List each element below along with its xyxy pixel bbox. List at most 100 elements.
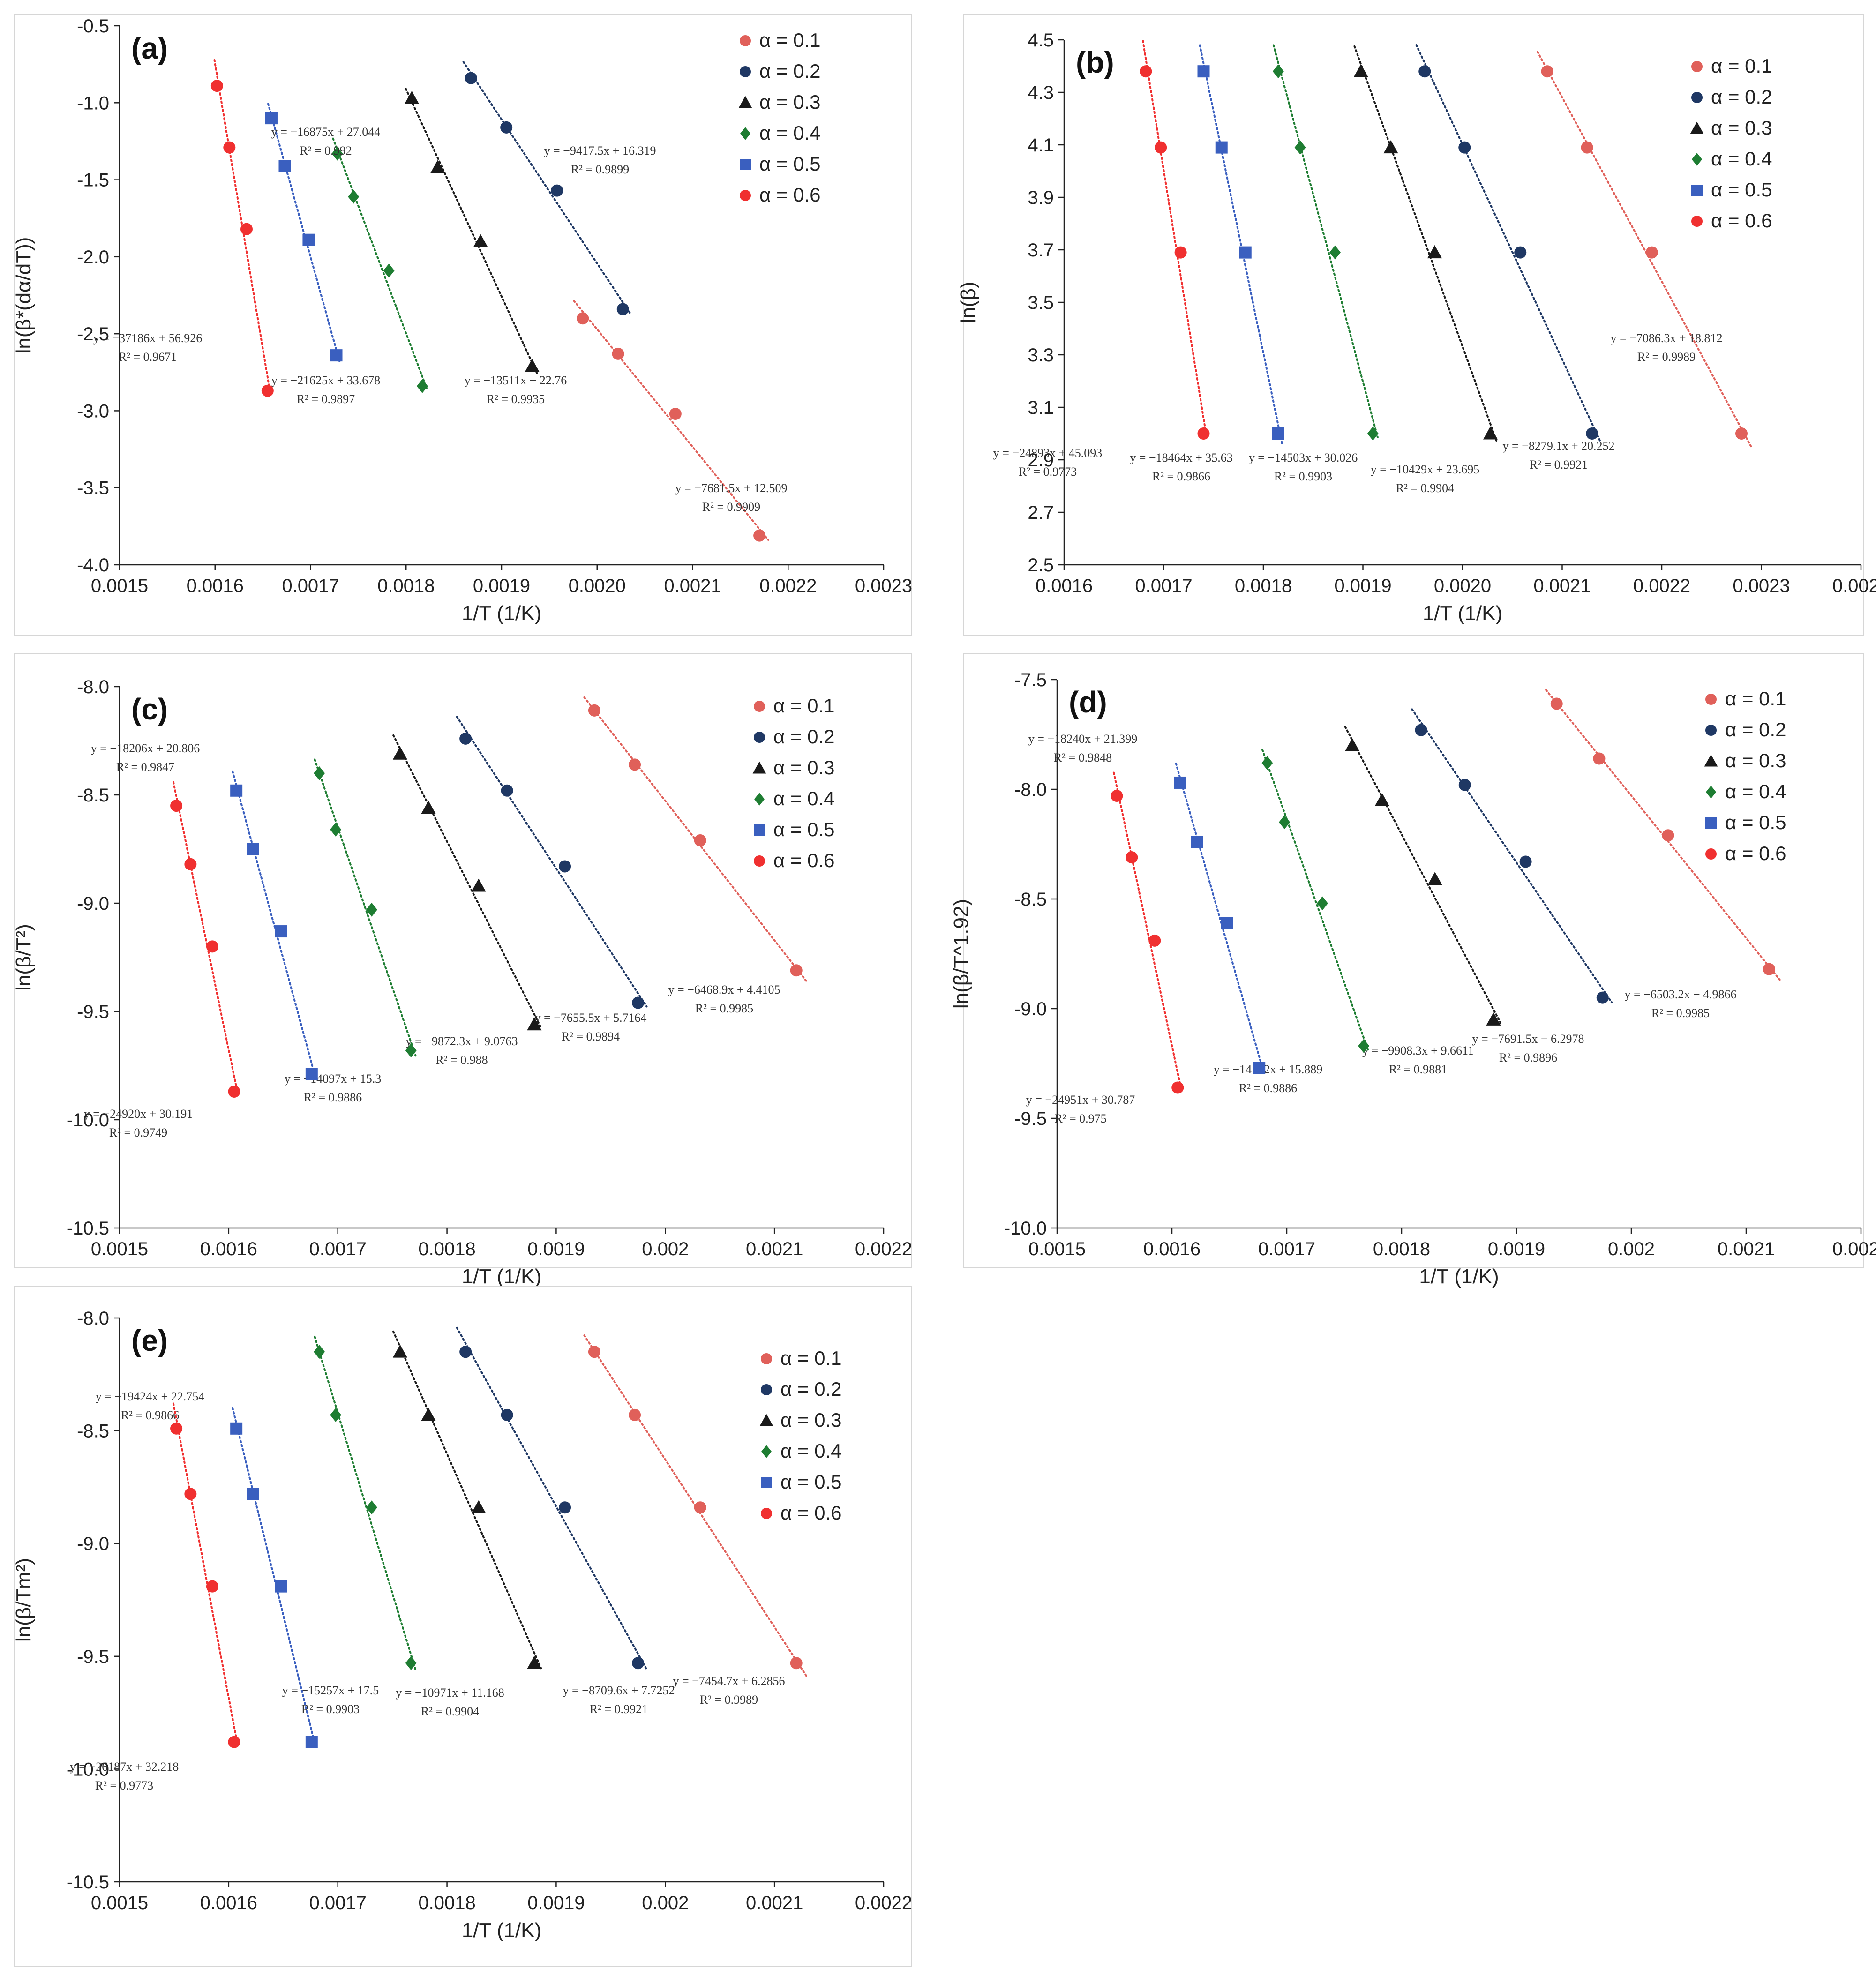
- panel-b-equation-1: y = −7086.3x + 18.812: [1611, 331, 1723, 345]
- panel-a-y-tick-label: -0.5: [77, 16, 109, 37]
- panel-b-equation-6: y = −24893x + 45.093: [993, 446, 1103, 460]
- panel-d-data-point: [1279, 815, 1291, 830]
- panel-d-y-axis-title: ln(β/T^1.92): [950, 899, 973, 1009]
- panel-d-data-point: [1415, 724, 1427, 736]
- panel-d-r2-5: R² = 0.9848: [1054, 751, 1112, 764]
- panel-c-data-point: [790, 964, 803, 977]
- panel-d-legend-entry: α = 0.5: [1725, 811, 1786, 833]
- panel-a-series-5: [265, 103, 343, 363]
- panel-e: 0.0015 0.0016 0.0017 0.0018 0.0019 0.002 0.002…: [12, 1286, 912, 1967]
- panel-e-data-point: [392, 1344, 408, 1358]
- panel-e-data-point: [170, 1422, 183, 1435]
- panel-d-trendline-6: [1112, 771, 1182, 1088]
- panel-c-data-point: [694, 834, 706, 847]
- panel-a-data-point: [331, 146, 343, 161]
- panel-c-y-axis-title: ln(β/T²): [12, 924, 35, 991]
- panel-a-data-point: [416, 379, 428, 393]
- panel-d-label: (d): [1069, 685, 1107, 719]
- panel-a-data-point: [210, 80, 223, 92]
- panel-d-series-6: [1111, 771, 1184, 1094]
- panel-a-r2-4: R² = 0.9897: [297, 392, 355, 406]
- panel-c-y-tick-label: -9.5: [77, 1002, 109, 1022]
- panel-d-trendline-4: [1261, 749, 1370, 1053]
- panel-a-data-point: [753, 529, 766, 542]
- panel-e-series-5: [230, 1407, 318, 1748]
- panel-c-data-point: [330, 822, 342, 837]
- panel-c-x-tick-label: 0.0015: [91, 1239, 148, 1259]
- panel-b-data-point: [1586, 427, 1598, 440]
- panel-c-legend-entry: α = 0.5: [773, 818, 835, 840]
- panel-b-r2-4: R² = 0.9903: [1274, 470, 1332, 483]
- panel-c-y-tick-label: -10.5: [67, 1218, 109, 1239]
- panel-a-data-point: [261, 384, 274, 397]
- panel-a-equation-5: y = −16875x + 27.044: [271, 125, 381, 139]
- panel-b-y-axis-title: ln(β): [957, 282, 980, 323]
- panel-c-data-point: [405, 1043, 417, 1058]
- panel-c-legend-marker: [752, 761, 766, 774]
- panel-b-data-point: [1155, 141, 1167, 154]
- panel-e-legend-entry: α = 0.4: [780, 1440, 842, 1462]
- panel-d-series-3: [1344, 726, 1502, 1026]
- panel-b-data-point: [1458, 141, 1471, 154]
- panel-c-r2-4: R² = 0.9886: [304, 1091, 362, 1104]
- panel-b-equation-5: y = −18464x + 35.63: [1130, 451, 1233, 464]
- panel-a-r2-5: R² = 0.992: [300, 144, 352, 157]
- panel-c-trendline-5: [232, 770, 316, 1078]
- panel-a-x-tick-label: 0.0018: [377, 576, 435, 596]
- panel-a-data-point: [465, 72, 477, 84]
- panel-e-data-point: [459, 1346, 472, 1358]
- panel-c-equation-6: y = −24920x + 30.191: [84, 1107, 193, 1121]
- panel-d-legend-entry: α = 0.4: [1725, 780, 1786, 802]
- panel-b-r2-2: R² = 0.9921: [1530, 458, 1588, 472]
- panel-e-legend-marker: [761, 1508, 772, 1519]
- panel-d-y-tick-label: -8.5: [1014, 889, 1047, 910]
- panel-e-data-point: [421, 1408, 436, 1421]
- panel-a-legend-marker: [740, 190, 751, 201]
- panel-d-data-point: [1148, 934, 1161, 947]
- panel-e-data-point: [230, 1422, 243, 1435]
- panel-d-data-point: [1316, 896, 1328, 911]
- panel-e-y-tick-label: -8.0: [77, 1308, 109, 1329]
- panel-b-x-axis-title: 1/T (1/K): [1423, 602, 1502, 625]
- panel-d-data-point: [1596, 991, 1609, 1004]
- panel-b-data-point: [1581, 141, 1593, 154]
- panel-d-equation-3: y = −9908.3x + 9.6611: [1362, 1044, 1474, 1057]
- panel-e-data-point: [527, 1655, 542, 1669]
- panel-c-data-point: [275, 925, 287, 938]
- panel-b-series-1: [1536, 51, 1752, 448]
- panel-e-x-tick-label: 0.0016: [200, 1893, 257, 1913]
- panel-c-equation-4: y = −14097x + 15.3: [285, 1072, 382, 1086]
- panel-d-legend-entry: α = 0.1: [1725, 688, 1786, 710]
- panel-e-series-1: [583, 1334, 808, 1677]
- panel-e-data-point: [275, 1580, 287, 1593]
- panel-d-x-tick-label: 0.0019: [1488, 1239, 1545, 1259]
- panel-c-x-tick-label: 0.0018: [418, 1239, 475, 1259]
- panel-c-x-tick-label: 0.0021: [746, 1239, 803, 1259]
- panel-e-legend-marker: [761, 1353, 772, 1364]
- panel-a-y-axis-title: ln(β*(dα/dT)): [12, 237, 35, 354]
- panel-e-data-point: [330, 1408, 342, 1422]
- panel-c-data-point: [247, 843, 259, 855]
- panel-e-y-tick-label: -8.5: [77, 1421, 109, 1442]
- panel-b-data-point: [1645, 246, 1658, 259]
- panel-d-frame: [963, 653, 1864, 1268]
- panel-a-trendline-4: [332, 137, 428, 389]
- panel-c-x-tick-label: 0.0022: [855, 1239, 912, 1259]
- panel-b-x-tick-label: 0.0021: [1533, 576, 1591, 596]
- panel-e-data-point: [501, 1408, 513, 1421]
- panel-e-data-point: [588, 1346, 600, 1358]
- panel-c: 0.0015 0.0016 0.0017 0.0018 0.0019 0.002 0.002…: [12, 653, 912, 1288]
- panel-e-x-tick-label: 0.0015: [91, 1893, 148, 1913]
- panel-b-x-tick-label: 0.0020: [1434, 576, 1491, 596]
- panel-d-series-5: [1174, 762, 1266, 1074]
- panel-b-x-tick-label: 0.0024: [1832, 576, 1876, 596]
- panel-c-legend-marker: [754, 793, 765, 806]
- panel-e-trendline-2: [456, 1326, 648, 1670]
- panel-a-series-2: [462, 61, 631, 315]
- panel-c-y-tick-label: -10.0: [67, 1110, 109, 1131]
- panel-d-x-tick-label: 0.0022: [1832, 1239, 1876, 1259]
- panel-a-equation-4: y = −21625x + 33.678: [271, 374, 381, 387]
- panel-d-data-point: [1261, 756, 1273, 770]
- panel-d-data-point: [1374, 793, 1389, 806]
